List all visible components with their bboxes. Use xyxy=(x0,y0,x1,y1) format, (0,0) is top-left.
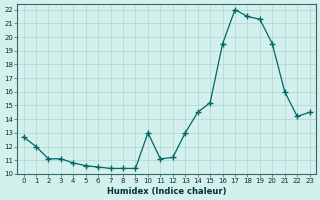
X-axis label: Humidex (Indice chaleur): Humidex (Indice chaleur) xyxy=(107,187,226,196)
